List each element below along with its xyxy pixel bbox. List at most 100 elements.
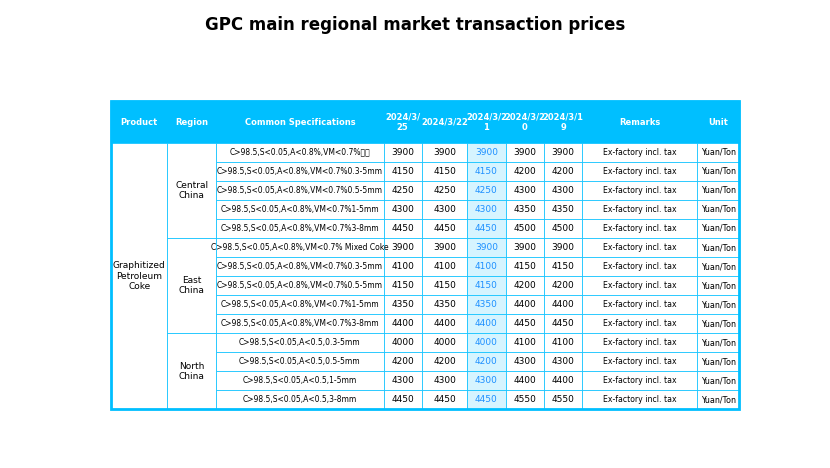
Bar bbox=[697, 200, 740, 219]
Bar bbox=[168, 238, 216, 257]
Text: 4450: 4450 bbox=[391, 224, 414, 233]
Text: 3900: 3900 bbox=[552, 243, 574, 252]
Bar bbox=[111, 219, 168, 238]
Text: C>98.5,S<0.05,A<0.8%,VM<0.7%0.3-5mm: C>98.5,S<0.05,A<0.8%,VM<0.7%0.3-5mm bbox=[217, 262, 383, 271]
Bar bbox=[697, 162, 740, 181]
Bar bbox=[168, 200, 216, 219]
Bar bbox=[216, 295, 383, 314]
Bar bbox=[505, 101, 544, 143]
Bar bbox=[583, 333, 697, 352]
Bar bbox=[697, 390, 740, 410]
Bar bbox=[505, 314, 544, 333]
Text: Yuan/Ton: Yuan/Ton bbox=[701, 205, 736, 214]
Bar bbox=[583, 143, 697, 162]
Text: 2024/3/
25: 2024/3/ 25 bbox=[385, 112, 420, 132]
Bar bbox=[111, 101, 740, 410]
Text: 2024/3/1
9: 2024/3/1 9 bbox=[543, 112, 583, 132]
Text: Yuan/Ton: Yuan/Ton bbox=[701, 395, 736, 404]
Bar bbox=[697, 371, 740, 390]
Text: C>98.5,S<0.05,A<0.8%,VM<0.7%0.3-5mm: C>98.5,S<0.05,A<0.8%,VM<0.7%0.3-5mm bbox=[217, 167, 383, 176]
Bar bbox=[583, 352, 697, 371]
Bar bbox=[467, 143, 505, 162]
Bar bbox=[422, 295, 467, 314]
Bar bbox=[422, 333, 467, 352]
Bar bbox=[583, 371, 697, 390]
Text: 4300: 4300 bbox=[552, 357, 574, 366]
Bar bbox=[505, 200, 544, 219]
Bar bbox=[583, 257, 697, 276]
Bar bbox=[383, 295, 422, 314]
Bar bbox=[544, 352, 583, 371]
Bar bbox=[383, 101, 422, 143]
Bar bbox=[422, 181, 467, 200]
Bar bbox=[583, 314, 697, 333]
Text: 3900: 3900 bbox=[433, 243, 456, 252]
Bar bbox=[383, 314, 422, 333]
Bar bbox=[383, 276, 422, 295]
Text: 3900: 3900 bbox=[391, 148, 414, 157]
Bar bbox=[583, 238, 697, 257]
Text: C>98.5,S<0.05,A<0.8%,VM<0.7%1-5mm: C>98.5,S<0.05,A<0.8%,VM<0.7%1-5mm bbox=[221, 300, 379, 309]
Text: C>98.5,S<0.05,A<0.5,1-5mm: C>98.5,S<0.05,A<0.5,1-5mm bbox=[242, 376, 357, 385]
Bar bbox=[383, 200, 422, 219]
Text: 4300: 4300 bbox=[433, 376, 456, 385]
Text: C>98.5,S<0.05,A<0.8%,VM<0.7%混焦: C>98.5,S<0.05,A<0.8%,VM<0.7%混焦 bbox=[229, 148, 370, 157]
Bar bbox=[216, 219, 383, 238]
Text: Ex-factory incl. tax: Ex-factory incl. tax bbox=[603, 319, 676, 328]
Bar bbox=[111, 162, 168, 181]
Text: Yuan/Ton: Yuan/Ton bbox=[701, 319, 736, 328]
Bar bbox=[422, 238, 467, 257]
Text: C>98.5,S<0.05,A<0.8%,VM<0.7%0.5-5mm: C>98.5,S<0.05,A<0.8%,VM<0.7%0.5-5mm bbox=[217, 281, 383, 290]
Text: 4400: 4400 bbox=[514, 376, 536, 385]
Text: Yuan/Ton: Yuan/Ton bbox=[701, 186, 736, 195]
Text: 4350: 4350 bbox=[475, 300, 498, 309]
Bar bbox=[505, 238, 544, 257]
Bar bbox=[544, 390, 583, 410]
Text: North
China: North China bbox=[178, 362, 205, 381]
Text: Ex-factory incl. tax: Ex-factory incl. tax bbox=[603, 281, 676, 290]
Bar bbox=[111, 333, 168, 352]
Text: Yuan/Ton: Yuan/Ton bbox=[701, 224, 736, 233]
Text: 4100: 4100 bbox=[391, 262, 414, 271]
Text: 3900: 3900 bbox=[433, 148, 456, 157]
Bar bbox=[111, 143, 168, 410]
Text: 3900: 3900 bbox=[513, 243, 536, 252]
Bar bbox=[168, 390, 216, 410]
Bar bbox=[467, 295, 505, 314]
Text: Ex-factory incl. tax: Ex-factory incl. tax bbox=[603, 243, 676, 252]
Text: Ex-factory incl. tax: Ex-factory incl. tax bbox=[603, 338, 676, 347]
Text: 4250: 4250 bbox=[433, 186, 456, 195]
Bar bbox=[505, 352, 544, 371]
Bar bbox=[697, 333, 740, 352]
Text: Common Specifications: Common Specifications bbox=[245, 117, 355, 126]
Bar bbox=[422, 200, 467, 219]
Bar bbox=[544, 143, 583, 162]
Bar bbox=[168, 371, 216, 390]
Bar bbox=[422, 143, 467, 162]
Bar bbox=[422, 352, 467, 371]
Bar bbox=[168, 219, 216, 238]
Bar bbox=[422, 162, 467, 181]
Bar bbox=[544, 257, 583, 276]
Bar bbox=[505, 257, 544, 276]
Bar bbox=[111, 352, 168, 371]
Bar bbox=[422, 371, 467, 390]
Text: 3900: 3900 bbox=[513, 148, 536, 157]
Bar bbox=[168, 181, 216, 200]
Bar bbox=[383, 238, 422, 257]
Text: Yuan/Ton: Yuan/Ton bbox=[701, 338, 736, 347]
Text: C>98.5,S<0.05,A<0.8%,VM<0.7% Mixed Coke: C>98.5,S<0.05,A<0.8%,VM<0.7% Mixed Coke bbox=[211, 243, 388, 252]
Text: 3900: 3900 bbox=[475, 243, 498, 252]
Bar bbox=[583, 390, 697, 410]
Bar bbox=[505, 295, 544, 314]
Bar bbox=[544, 371, 583, 390]
Text: C>98.5,S<0.05,A<0.8%,VM<0.7%3-8mm: C>98.5,S<0.05,A<0.8%,VM<0.7%3-8mm bbox=[221, 224, 379, 233]
Bar bbox=[383, 352, 422, 371]
Text: Yuan/Ton: Yuan/Ton bbox=[701, 376, 736, 385]
Text: 4500: 4500 bbox=[513, 224, 536, 233]
Bar bbox=[168, 162, 216, 181]
Bar bbox=[697, 295, 740, 314]
Text: 4150: 4150 bbox=[475, 281, 498, 290]
Text: 4550: 4550 bbox=[552, 395, 574, 404]
Text: Yuan/Ton: Yuan/Ton bbox=[701, 357, 736, 366]
